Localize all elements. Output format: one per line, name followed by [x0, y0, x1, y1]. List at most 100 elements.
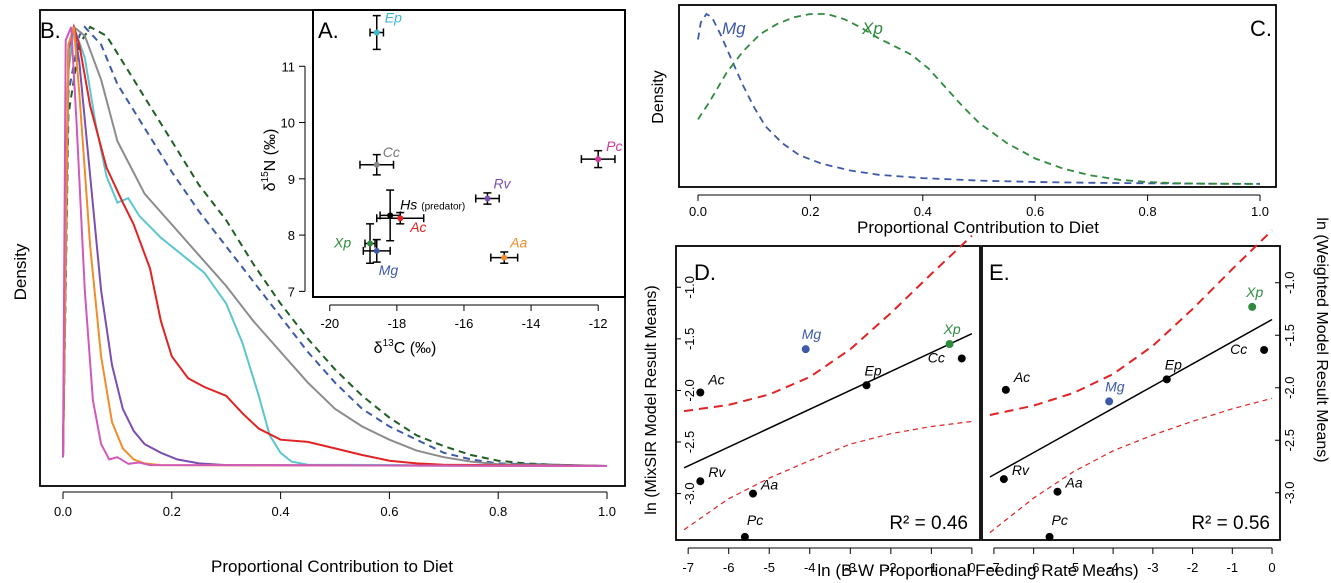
panel-a-x-tick-label: -20 — [320, 316, 339, 331]
panel-e-x-tick-label: -4 — [1107, 560, 1119, 575]
panel-e-point-label-Ep: Ep — [1165, 356, 1182, 372]
point-label-Mg: Mg — [379, 262, 399, 278]
panel-b-series — [62, 23, 608, 467]
panel-b-x-tick-label: 1.0 — [598, 504, 616, 519]
panel-e-point-Rv — [999, 475, 1008, 484]
panel-c-x-tick-label: 0.8 — [1139, 204, 1157, 219]
panel-b-ylabel: Density — [11, 243, 30, 300]
point-Xp — [367, 240, 374, 247]
point-Mg — [373, 247, 380, 254]
panel-b: B. Density Proportional Contribution to … — [11, 9, 626, 576]
panel-b-x-tick-label: 0.6 — [380, 504, 398, 519]
panel-d-plot: -7 -6 -5 -4 -3 -2 -1 0 -3.0 -2.5 -2.0 -1.5 -1.0 Ac Mg E… — [676, 234, 976, 575]
panel-b-series-line-2 — [62, 25, 608, 467]
point-label-Ep: Ep — [385, 10, 402, 26]
panel-b-label: B. — [40, 18, 61, 43]
panel-c-x-tick-label: 0.6 — [1026, 204, 1044, 219]
panel-e-point-Pc — [1045, 532, 1054, 541]
panel-d-x-tick-label: -5 — [763, 560, 775, 575]
panel-a-y-tick-label: 7 — [288, 284, 295, 299]
panel-e-frame — [981, 245, 1281, 541]
panel-e-y-tick-label: -1.0 — [1282, 272, 1297, 294]
panel-e-label: E. — [989, 260, 1010, 285]
panel-e-x-tick-label: -6 — [1028, 560, 1040, 575]
panel-b-x-axis: 0.0 0.2 0.4 0.6 0.8 1.0 — [54, 491, 616, 519]
panel-c: C. Density Proportional Contribution to … — [650, 4, 1277, 237]
panel-d-point-Cc — [957, 354, 966, 363]
panel-e: E. ln (Weighted Model Result Means) R² =… — [981, 217, 1330, 575]
panel-e-point-label-Mg: Mg — [1105, 378, 1125, 394]
panel-d-point-Ep — [862, 381, 871, 390]
panel-c-series-line-Mg — [697, 12, 1261, 185]
panel-e-ylabel: ln (Weighted Model Result Means) — [1313, 217, 1330, 462]
panel-d-y-tick-label: -1.0 — [682, 276, 697, 298]
panel-b-series-line-3 — [62, 26, 608, 467]
panel-d: D. ln (MixSIR Model Result Means) R² = 0… — [643, 234, 981, 575]
panel-a-x-tick-label: -12 — [589, 316, 608, 331]
panel-d-y-tick-label: -1.5 — [682, 328, 697, 350]
panel-c-series-line-Xp — [697, 13, 1261, 185]
panel-e-point-label-Pc: Pc — [1052, 512, 1068, 528]
panel-d-point-Pc — [740, 532, 749, 541]
panel-e-point-label-Aa: Aa — [1064, 475, 1082, 491]
point-Hs — [387, 212, 394, 219]
panel-e-point-label-Cc: Cc — [1230, 341, 1247, 357]
panel-c-series-label-Mg: Mg — [722, 19, 746, 38]
panel-a-ylabel: δ15N (‰) — [260, 129, 279, 192]
panel-c-frame — [678, 4, 1277, 188]
panel-a-label: A. — [318, 18, 339, 43]
panel-e-ci-lower — [989, 397, 1273, 534]
panel-e-fit-line — [989, 318, 1273, 478]
panel-e-point-Mg — [1105, 397, 1114, 406]
panel-d-point-label-Ac: Ac — [707, 371, 724, 387]
panel-e-point-label-Xp: Xp — [1245, 284, 1263, 300]
panel-a-x-tick-label: -18 — [387, 316, 406, 331]
panel-d-label: D. — [694, 260, 716, 285]
panel-d-x-tick-label: 0 — [968, 560, 975, 575]
panel-c-x-tick-label: 1.0 — [1251, 204, 1269, 219]
panel-d-x-tick-label: -4 — [804, 560, 816, 575]
point-label-Cc: Cc — [383, 144, 400, 160]
panel-d-point-Aa — [749, 489, 758, 498]
panel-d-y-tick-label: -3.0 — [682, 482, 697, 504]
panel-e-x-tick-label: -2 — [1187, 560, 1199, 575]
point-label-Pc: Pc — [606, 138, 622, 154]
panel-c-series-label-Xp: Xp — [861, 19, 883, 38]
panel-a-y-tick-label: 9 — [288, 172, 295, 187]
panel-e-x-tick-label: -7 — [988, 560, 1000, 575]
point-Rv — [484, 195, 491, 202]
panel-d-x-tick-label: -6 — [723, 560, 735, 575]
panel-e-x-tick-label: 0 — [1268, 560, 1275, 575]
panel-c-xlabel: Proportional Contribution to Diet — [857, 218, 1099, 237]
panel-b-x-tick-label: 0.0 — [54, 504, 72, 519]
panel-c-x-tick-label: 0.4 — [914, 204, 932, 219]
panel-c-x-axis: 0.0 0.2 0.4 0.6 0.8 1.0 — [689, 194, 1269, 219]
panel-e-x-tick-label: -1 — [1227, 560, 1239, 575]
panel-e-x-tick-label: -5 — [1068, 560, 1080, 575]
panel-a-y-tick-label: 11 — [282, 59, 296, 74]
panel-e-plot: -7 -6 -5 -4 -3 -2 -1 0 -3.0 -2.5 -2.0 -1.5 -1.0 Ac Mg E… — [988, 229, 1297, 575]
panel-c-label: C. — [1250, 16, 1272, 41]
panel-d-point-label-Mg: Mg — [802, 326, 822, 342]
point-Aa — [501, 254, 508, 261]
panel-d-ci-lower — [683, 420, 972, 531]
panel-d-x-tick-label: -7 — [682, 560, 694, 575]
panel-d-point-label-Ep: Ep — [865, 362, 882, 378]
panel-a-axes: -20 -18 -16 -14 -12 7 8 9 10 11 — [281, 59, 608, 331]
panel-e-r2: R² = 0.56 — [1191, 513, 1270, 534]
panel-e-point-Aa — [1053, 487, 1062, 496]
panel-e-point-Ac — [1001, 385, 1010, 394]
panel-d-point-label-Pc: Pc — [747, 512, 763, 528]
panel-d-point-label-Cc: Cc — [928, 349, 945, 365]
panel-a-xlabel: δ13C (‰) — [374, 338, 437, 357]
panel-c-series: Mg Xp — [697, 12, 1261, 185]
panel-d-point-Rv — [696, 477, 705, 486]
panel-a-frame — [312, 9, 626, 298]
panel-c-x-tick-label: 0.2 — [801, 204, 819, 219]
panel-d-x-tick-label: -3 — [845, 560, 857, 575]
panel-e-point-Xp — [1248, 302, 1257, 311]
panel-e-point-label-Ac: Ac — [1013, 369, 1030, 385]
panel-d-point-label-Xp: Xp — [943, 321, 961, 337]
panel-de-xlabel: ln (B-W Proportional Feeding Rate Means) — [817, 561, 1138, 580]
